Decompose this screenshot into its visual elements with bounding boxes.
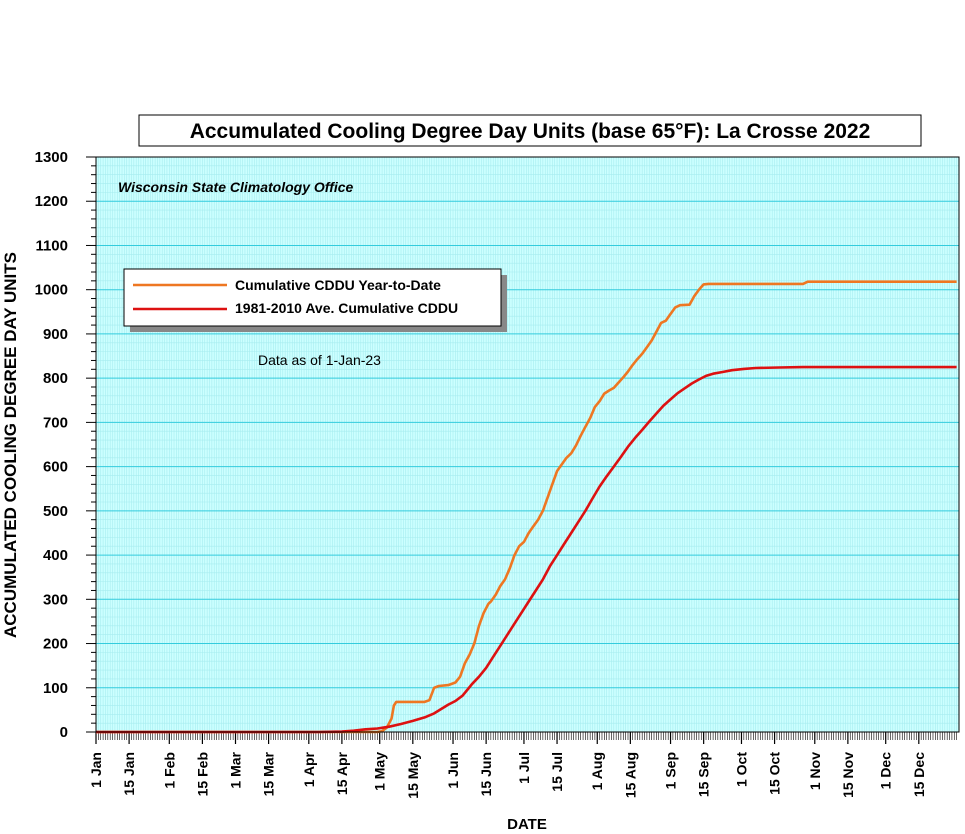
x-tick-label: 15 Feb [194, 752, 210, 796]
x-tick-label: 15 Apr [334, 751, 350, 795]
x-tick-label: 15 Jun [478, 752, 494, 796]
x-tick-label: 1 Nov [807, 752, 823, 790]
minor-grid [96, 157, 959, 732]
y-tick-label: 1100 [35, 237, 68, 254]
y-tick-label: 400 [43, 547, 68, 564]
x-tick-label: 1 May [372, 752, 388, 791]
x-tick-label: 1 Dec [878, 752, 894, 790]
series-lines [96, 280, 957, 734]
x-tick-label: 15 Jan [121, 752, 137, 796]
legend-box [123, 268, 502, 327]
y-tick-label: 900 [43, 326, 68, 343]
y-tick-label: 1200 [35, 193, 68, 210]
x-tick-label: 15 Nov [840, 752, 856, 798]
x-tick-label: 1 Sep [663, 752, 679, 789]
y-tick-label: 700 [43, 414, 68, 431]
y-tick-label: 1000 [35, 282, 68, 299]
y-tick-label: 600 [43, 459, 68, 476]
series-line-average [96, 365, 957, 734]
x-tick-label: 1 Jul [516, 752, 532, 784]
legend: Cumulative CDDU Year-to-Date 1981-2010 A… [123, 268, 507, 332]
x-tick-label: 15 Sep [696, 752, 712, 797]
chart-subtitle: Wisconsin State Climatology Office [118, 179, 354, 195]
x-tick-label: 1 Apr [301, 751, 317, 787]
y-axis-ticks [86, 156, 96, 733]
y-tick-label: 500 [43, 503, 68, 520]
x-minor-ticks [95, 732, 957, 744]
y-tick-label: 200 [43, 636, 68, 653]
x-tick-label: 15 May [405, 752, 421, 799]
x-tick-label: 15 Jul [549, 752, 565, 792]
x-axis-title: DATE [507, 816, 547, 833]
x-tick-label: 15 Mar [261, 751, 277, 796]
y-axis-title: ACCUMULATED COOLING DEGREE DAY UNITS [1, 252, 20, 638]
x-tick-label: 1 Oct [733, 752, 749, 787]
y-tick-label: 1300 [35, 149, 68, 166]
x-axis-tick-labels: 1 Jan 15 Jan 1 Feb 15 Feb 1 Mar 15 Mar 1 Apr 15… [88, 751, 927, 798]
legend-label-average: 1981-2010 Ave. Cumulative CDDU [235, 300, 458, 316]
x-tick-label: 1 Aug [589, 752, 605, 790]
chart-title: Accumulated Cooling Degree Day Units (ba… [190, 120, 871, 143]
y-axis-tick-labels: 0 100 200 300 400 500 600 700 800 900 1000 1100 1200… [35, 149, 68, 741]
x-tick-label: 15 Aug [622, 752, 638, 798]
y-tick-label: 800 [43, 370, 68, 387]
plot-frame [95, 156, 960, 733]
plot-area [96, 157, 959, 732]
x-tick-label: 15 Dec [911, 752, 927, 797]
x-tick-label: 1 Feb [161, 752, 177, 789]
x-tick-label: 1 Mar [227, 751, 243, 788]
y-tick-label: 300 [43, 591, 68, 608]
chart-title-box [138, 114, 922, 147]
series-line-ytd [96, 280, 957, 734]
x-tick-label: 1 Jun [445, 752, 461, 789]
legend-label-ytd: Cumulative CDDU Year-to-Date [235, 277, 441, 293]
y-tick-label: 100 [43, 680, 68, 697]
x-tick-label: 15 Oct [767, 752, 783, 795]
y-tick-label: 0 [60, 724, 68, 741]
x-tick-label: 1 Jan [88, 752, 104, 788]
data-date-note: Data as of 1-Jan-23 [258, 352, 381, 368]
